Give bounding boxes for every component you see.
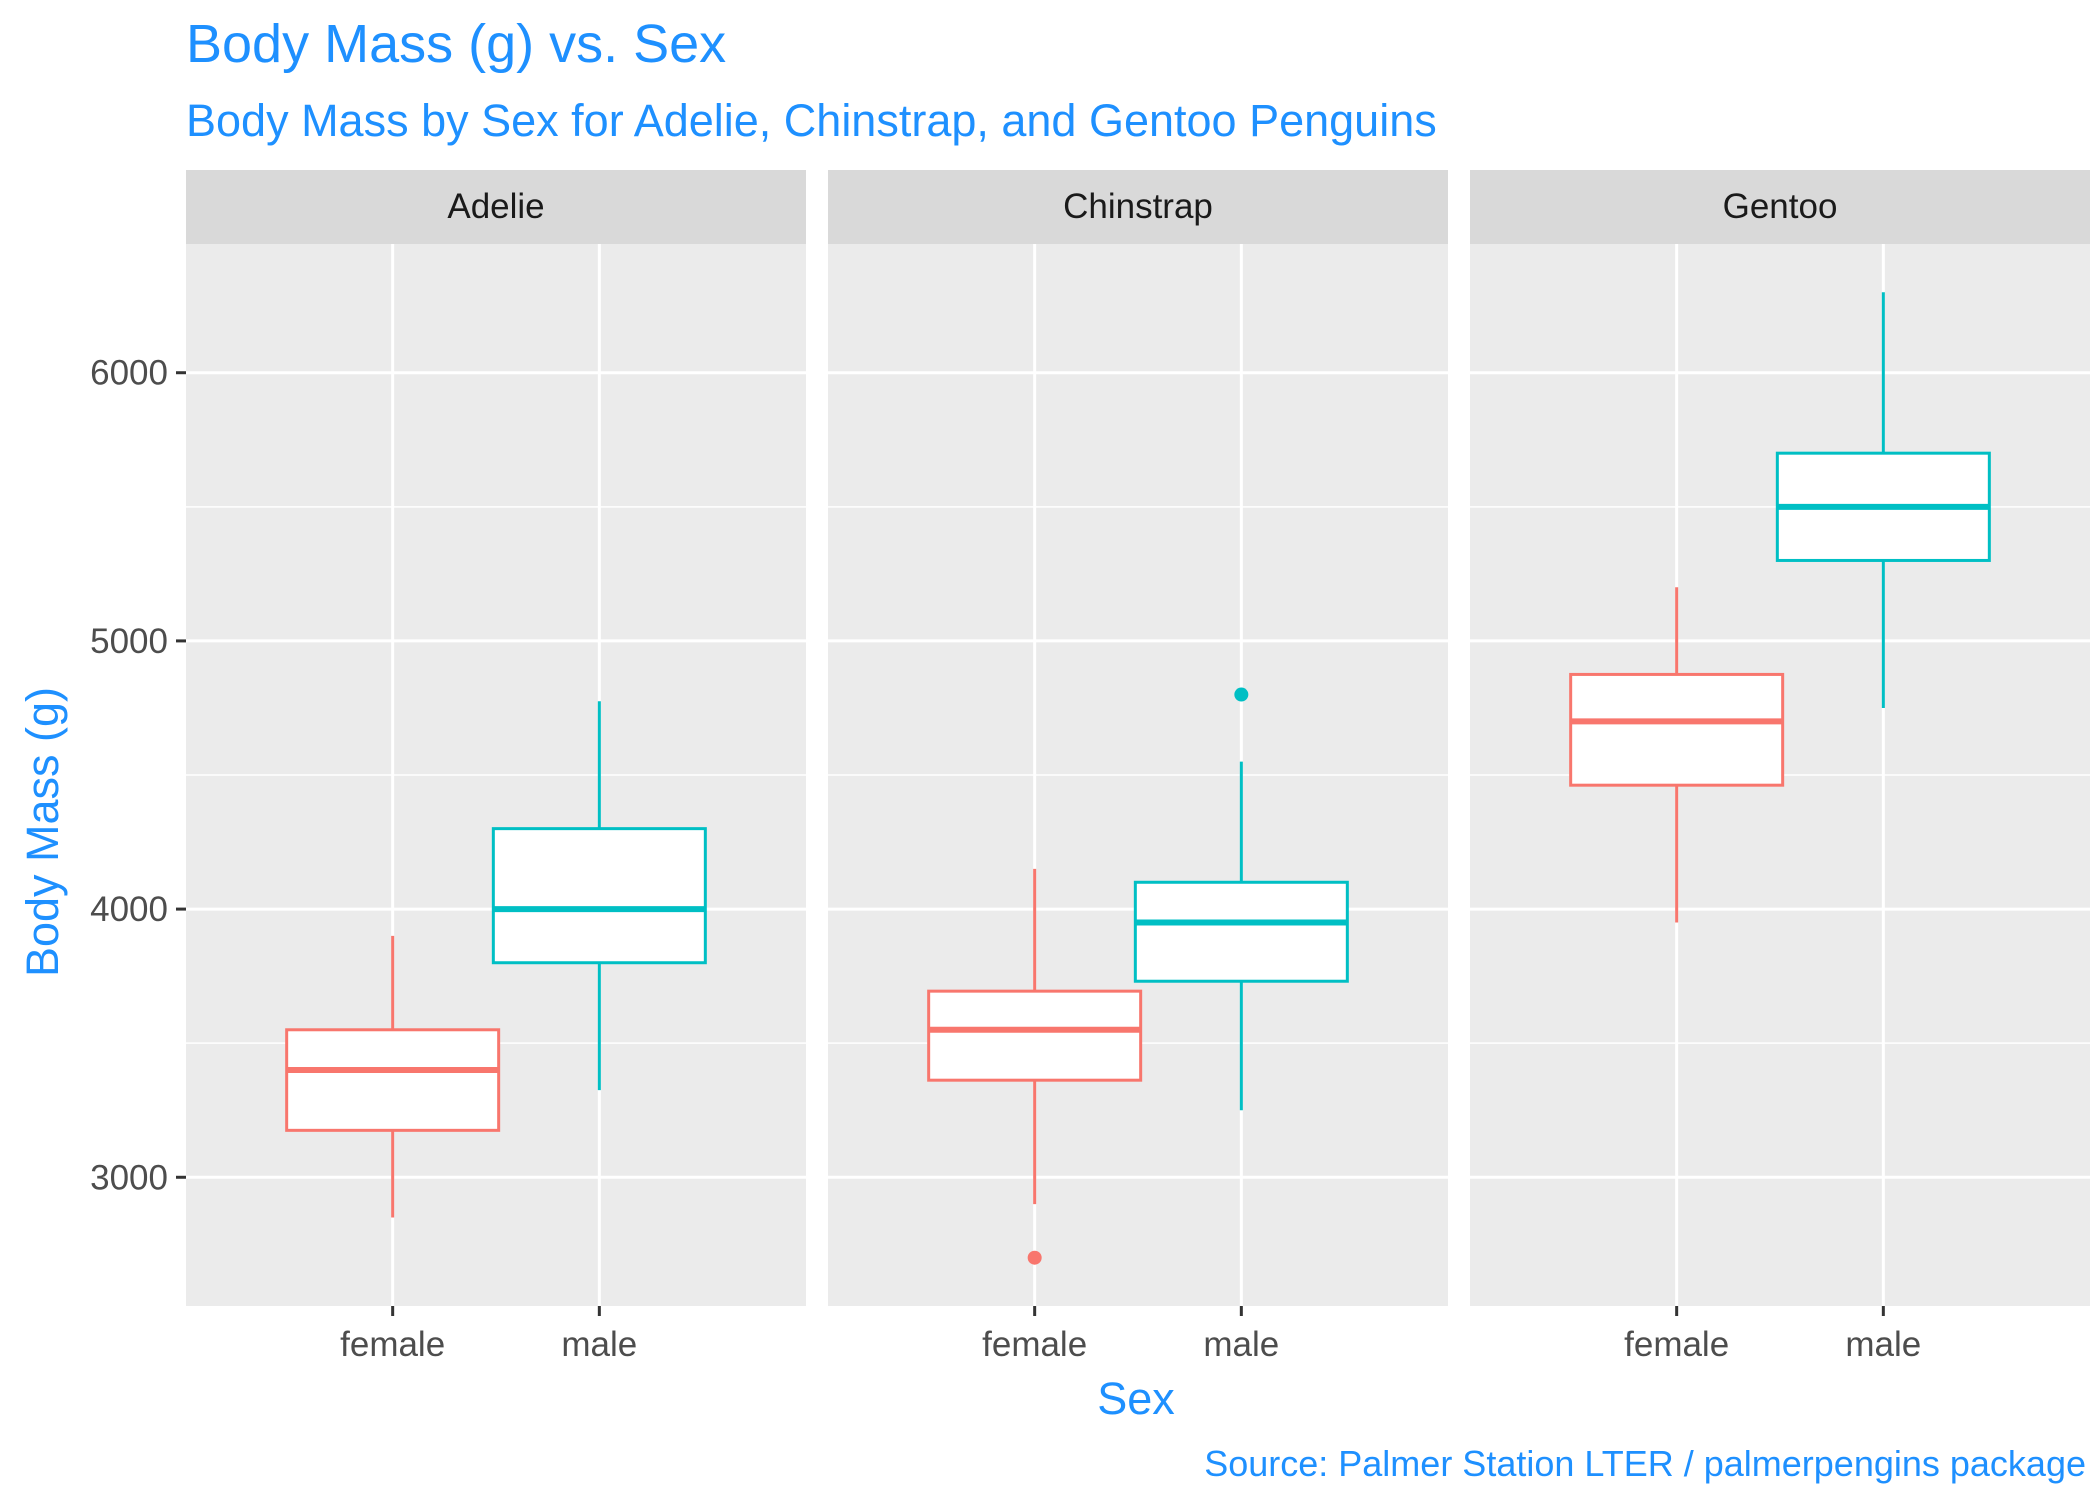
box-iqr <box>491 827 707 965</box>
facet-strip-label: Gentoo <box>1723 187 1838 226</box>
y-tick-label: 4000 <box>90 890 168 929</box>
x-tick-label: female <box>340 1325 445 1364</box>
facet-strip <box>186 170 806 244</box>
facet-strip <box>1470 170 2090 244</box>
boxplot-female <box>1569 587 1785 923</box>
chart-subtitle: Body Mass by Sex for Adelie, Chinstrap, … <box>186 95 1437 146</box>
boxplot-male <box>1133 687 1349 1111</box>
boxplot-female <box>285 935 501 1218</box>
outlier-point <box>1027 1250 1042 1265</box>
box-iqr <box>1133 880 1349 983</box>
facet-strip-label: Chinstrap <box>1063 187 1213 226</box>
facet-strip-label: Adelie <box>447 187 544 226</box>
box-iqr <box>927 989 1143 1082</box>
x-tick-label: male <box>1203 1325 1279 1364</box>
x-tick-label: female <box>982 1325 1087 1364</box>
y-axis: 3000 4000 5000 6000 <box>90 354 186 1197</box>
chart-title: Body Mass (g) vs. Sex <box>186 14 726 74</box>
facet-chinstrap: Chinstrap female male <box>828 170 1448 1364</box>
chart-caption: Source: Palmer Station LTER / palmerpeng… <box>1204 1443 2086 1484</box>
facet-gentoo: Gentoo female male <box>1470 170 2090 1364</box>
facet-adelie: Adelie female male <box>186 170 806 1364</box>
x-tick-label: male <box>1845 1325 1921 1364</box>
outlier-point <box>1234 687 1249 702</box>
box-iqr <box>285 1028 501 1132</box>
y-tick-label: 5000 <box>90 622 168 661</box>
x-axis-title: Sex <box>1097 1373 1175 1424</box>
y-tick-label: 6000 <box>90 354 168 393</box>
boxplot-male <box>1775 292 1991 708</box>
y-tick-label: 3000 <box>90 1158 168 1197</box>
x-tick-label: male <box>561 1325 637 1364</box>
facet-strip <box>828 170 1448 244</box>
boxplot-male <box>491 701 707 1091</box>
y-axis-title: Body Mass (g) <box>17 687 68 977</box>
x-tick-label: female <box>1624 1325 1729 1364</box>
boxplot-female <box>927 868 1143 1265</box>
box-iqr <box>1569 672 1785 787</box>
